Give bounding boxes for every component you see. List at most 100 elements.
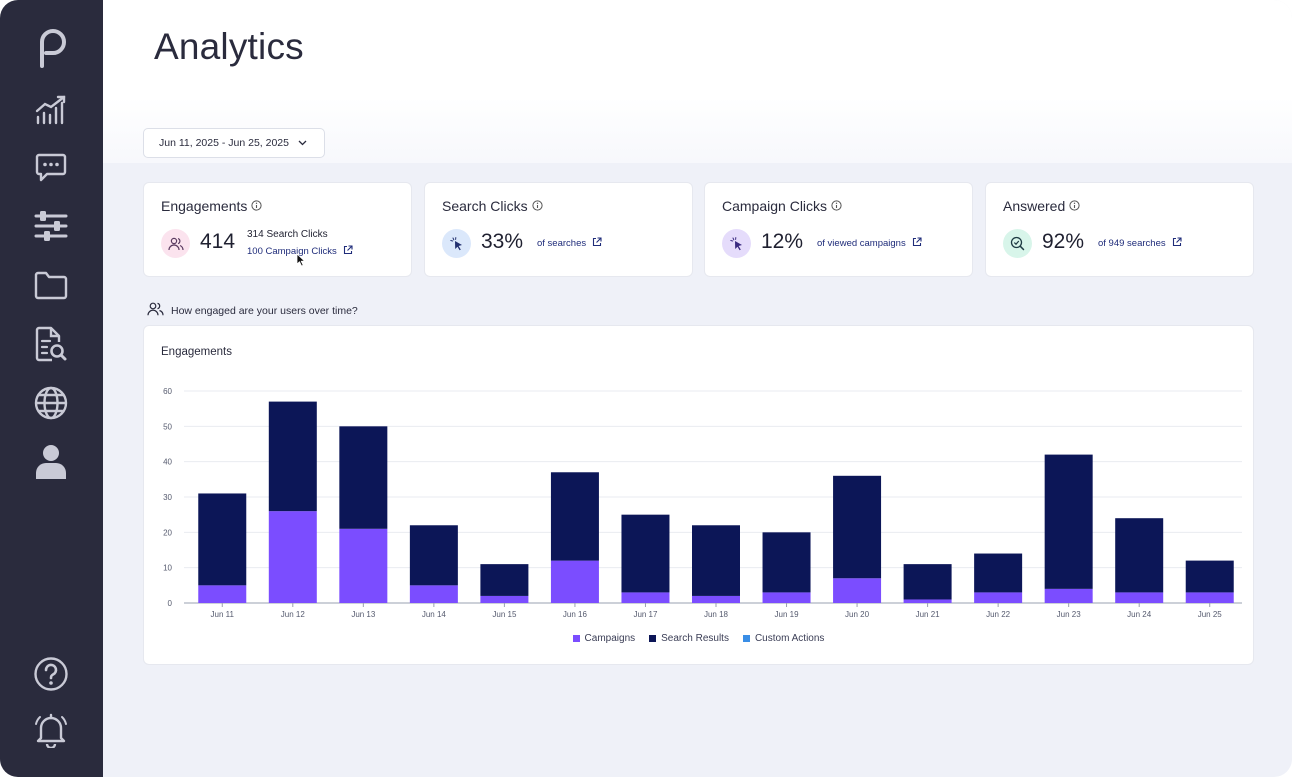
bar-search-results[interactable] <box>1185 560 1234 593</box>
bar-campaigns[interactable] <box>198 585 247 603</box>
of-searches-answered-link[interactable]: of 949 searches <box>1098 237 1182 250</box>
chat-bubble-icon[interactable] <box>27 145 75 189</box>
bar-search-results[interactable] <box>550 472 599 561</box>
bar-campaigns[interactable] <box>480 595 529 603</box>
bar-search-results[interactable] <box>833 475 882 579</box>
page-title: Analytics <box>154 26 304 67</box>
engagements-title: Engagements <box>161 198 248 214</box>
engagements-chart: 0 10 20 30 40 50 60 Jun 11 Jun 12 Jun 13 Jun 14 Jun… <box>163 387 1242 619</box>
bar-campaigns[interactable] <box>550 560 599 603</box>
help-icon[interactable] <box>27 652 75 696</box>
bar-search-results[interactable] <box>974 553 1023 593</box>
bar-search-results[interactable] <box>903 564 952 600</box>
y-tick-label: 50 <box>163 422 172 431</box>
engagements-chart-card: Engagements 0 10 20 30 40 50 60 Jun 11 Jun 12 Jun… <box>143 325 1254 665</box>
legend-item-search-results[interactable]: Search Results <box>649 633 729 644</box>
y-tick-label: 30 <box>163 493 172 502</box>
bar-campaigns[interactable] <box>833 578 882 603</box>
bar-search-results[interactable] <box>692 525 740 596</box>
logo-p-icon[interactable] <box>27 25 75 69</box>
info-icon[interactable] <box>531 198 543 214</box>
x-tick-label: Jun 20 <box>845 610 870 619</box>
search-clicks-value: 33% <box>481 230 524 253</box>
legend-label: Custom Actions <box>754 633 825 644</box>
x-tick-label: Jun 13 <box>351 610 376 619</box>
x-tick-label: Jun 15 <box>492 610 517 619</box>
bar-campaigns[interactable] <box>903 599 952 603</box>
bar-search-results[interactable] <box>268 401 317 512</box>
chart-caption: How engaged are your users over time? <box>147 302 358 319</box>
document-search-icon[interactable] <box>27 322 75 366</box>
date-range-picker[interactable]: Jun 11, 2025 - Jun 25, 2025 <box>143 128 325 158</box>
external-link-icon <box>912 237 922 250</box>
campaign-clicks-card: Campaign Clicks 12% of viewed campaigns <box>704 182 973 277</box>
info-icon[interactable] <box>831 198 842 214</box>
campaign-clicks-title: Campaign Clicks <box>722 198 828 214</box>
answered-card: Answered 92% of 949 searches <box>985 182 1254 277</box>
analytics-chart-icon[interactable] <box>27 88 75 132</box>
legend-label: Campaigns <box>584 633 636 644</box>
x-tick-label: Jun 23 <box>1057 610 1082 619</box>
bar-campaigns[interactable] <box>409 585 458 603</box>
of-viewed-campaigns-link[interactable]: of viewed campaigns <box>817 237 922 250</box>
bar-campaigns[interactable] <box>1044 588 1093 603</box>
x-tick-label: Jun 16 <box>563 610 588 619</box>
y-tick-label: 20 <box>163 528 172 537</box>
y-tick-label: 0 <box>168 599 173 608</box>
x-tick-label: Jun 11 <box>211 610 235 619</box>
legend-item-custom-actions[interactable]: Custom Actions <box>742 633 825 644</box>
x-tick-label: Jun 21 <box>916 610 941 619</box>
search-clicks-card: Search Clicks 33% of searches <box>424 182 693 277</box>
users-icon <box>161 229 190 258</box>
x-tick-label: Jun 19 <box>775 610 800 619</box>
external-link-icon <box>343 245 353 258</box>
chart-title: Engagements <box>161 346 232 358</box>
x-tick-label: Jun 24 <box>1127 610 1152 619</box>
sliders-icon[interactable] <box>27 204 75 248</box>
campaign-clicks-value: 12% <box>761 230 804 253</box>
pointer-click-icon <box>722 229 751 258</box>
bar-campaigns[interactable] <box>268 511 317 603</box>
x-tick-label: Jun 25 <box>1198 610 1223 619</box>
x-tick-label: Jun 12 <box>281 610 306 619</box>
bar-campaigns[interactable] <box>1115 592 1164 603</box>
bar-search-results[interactable] <box>1044 454 1093 589</box>
answered-value: 92% <box>1042 230 1085 253</box>
bar-campaigns[interactable] <box>1185 592 1234 603</box>
bell-icon[interactable] <box>27 708 75 752</box>
user-icon[interactable] <box>27 439 75 483</box>
external-link-icon <box>1172 237 1182 250</box>
bar-search-results[interactable] <box>762 532 811 593</box>
legend-swatch <box>572 635 580 642</box>
bar-search-results[interactable] <box>409 525 458 586</box>
campaign-clicks-label: 100 Campaign Clicks <box>247 246 337 257</box>
legend-swatch <box>742 635 750 642</box>
of-searches-link[interactable]: of searches <box>537 237 602 250</box>
search-check-icon <box>1003 229 1032 258</box>
bar-campaigns[interactable] <box>621 592 670 603</box>
bar-campaigns[interactable] <box>692 595 740 603</box>
bar-campaigns[interactable] <box>339 528 388 603</box>
bar-search-results[interactable] <box>198 493 247 586</box>
bar-search-results[interactable] <box>1115 518 1164 593</box>
mouse-cursor-icon <box>296 253 306 272</box>
info-icon[interactable] <box>251 198 263 214</box>
info-icon[interactable] <box>1069 198 1080 214</box>
bar-campaigns[interactable] <box>762 592 811 603</box>
pointer-click-icon <box>442 229 471 258</box>
x-tick-label: Jun 18 <box>704 610 729 619</box>
folder-icon[interactable] <box>27 263 75 307</box>
globe-icon[interactable] <box>27 381 75 425</box>
legend-item-campaigns[interactable]: Campaigns <box>572 633 636 644</box>
bar-search-results[interactable] <box>339 426 388 529</box>
of-949-searches-label: of 949 searches <box>1098 238 1166 249</box>
bar-search-results[interactable] <box>621 514 670 593</box>
x-tick-label: Jun 22 <box>986 610 1011 619</box>
legend-swatch <box>649 635 657 642</box>
y-tick-label: 40 <box>163 458 172 467</box>
bar-campaigns[interactable] <box>974 592 1023 603</box>
bar-search-results[interactable] <box>480 564 529 596</box>
x-tick-label: Jun 17 <box>633 610 658 619</box>
campaign-clicks-link[interactable]: 100 Campaign Clicks <box>247 245 353 258</box>
